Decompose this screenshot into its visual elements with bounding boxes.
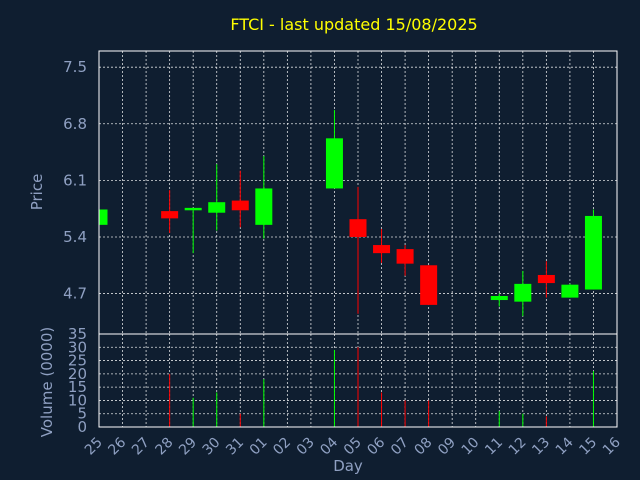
- candle-body: [99, 209, 108, 225]
- candle-body: [184, 207, 202, 211]
- volume-tick-label: 0: [77, 418, 87, 436]
- volume-tick-label: 20: [68, 365, 87, 383]
- candle-body: [537, 274, 555, 284]
- volume-tick-label: 35: [68, 325, 87, 343]
- x-tick-label: 26: [105, 434, 129, 458]
- volume-tick-label: 5: [77, 405, 87, 423]
- candle-body: [161, 211, 179, 219]
- x-tick-label: 30: [200, 435, 224, 459]
- x-tick-label: 01: [247, 435, 271, 459]
- x-tick-label: 29: [176, 435, 200, 459]
- price-tick-label: 6.8: [63, 115, 87, 133]
- price-tick-label: 7.5: [63, 58, 87, 76]
- chart-title: FTCI - last updated 15/08/2025: [230, 15, 477, 34]
- volume-tick-label: 25: [68, 352, 87, 370]
- price-axis-label: Price: [28, 174, 46, 211]
- x-axis-label: Day: [333, 457, 363, 475]
- x-tick-label: 04: [317, 434, 341, 458]
- candle-body: [325, 138, 343, 189]
- x-tick-label: 12: [506, 435, 530, 459]
- candle-body: [561, 284, 579, 298]
- x-tick-label: 14: [553, 434, 577, 458]
- volume-panel-frame: [98, 333, 618, 428]
- x-tick-label: 16: [600, 434, 624, 458]
- x-tick-label: 25: [82, 435, 106, 459]
- price-tick-label: 4.7: [63, 285, 87, 303]
- candle-body: [584, 215, 602, 290]
- candle-body: [231, 200, 249, 211]
- x-tick-label: 09: [435, 435, 459, 459]
- volume-tick-label: 10: [68, 391, 87, 409]
- candle-body: [373, 245, 391, 254]
- x-tick-label: 02: [270, 435, 294, 459]
- x-tick-label: 07: [388, 435, 412, 459]
- candle-body: [490, 295, 508, 301]
- x-tick-label: 15: [576, 435, 600, 459]
- candle-body: [208, 202, 226, 213]
- x-tick-label: 11: [482, 435, 506, 459]
- x-tick-label: 10: [459, 435, 483, 459]
- candle-body: [514, 283, 532, 302]
- x-tick-label: 06: [364, 434, 388, 458]
- x-tick-label: 27: [129, 435, 153, 459]
- x-tick-label: 13: [529, 435, 553, 459]
- candle-body: [349, 219, 367, 237]
- x-tick-label: 03: [294, 435, 318, 459]
- volume-axis-label: Volume (0000): [38, 327, 56, 437]
- x-tick-label: 28: [153, 435, 177, 459]
- price-tick-label: 5.4: [63, 228, 87, 246]
- x-tick-label: 05: [341, 435, 365, 459]
- candle-body: [420, 265, 438, 305]
- price-tick-label: 6.1: [63, 171, 87, 189]
- x-tick-label: 08: [412, 435, 436, 459]
- volume-tick-label: 15: [68, 378, 87, 396]
- candle-body: [255, 188, 273, 225]
- candle-body: [396, 249, 414, 264]
- x-tick-label: 31: [223, 435, 247, 459]
- volume-tick-label: 30: [68, 338, 87, 356]
